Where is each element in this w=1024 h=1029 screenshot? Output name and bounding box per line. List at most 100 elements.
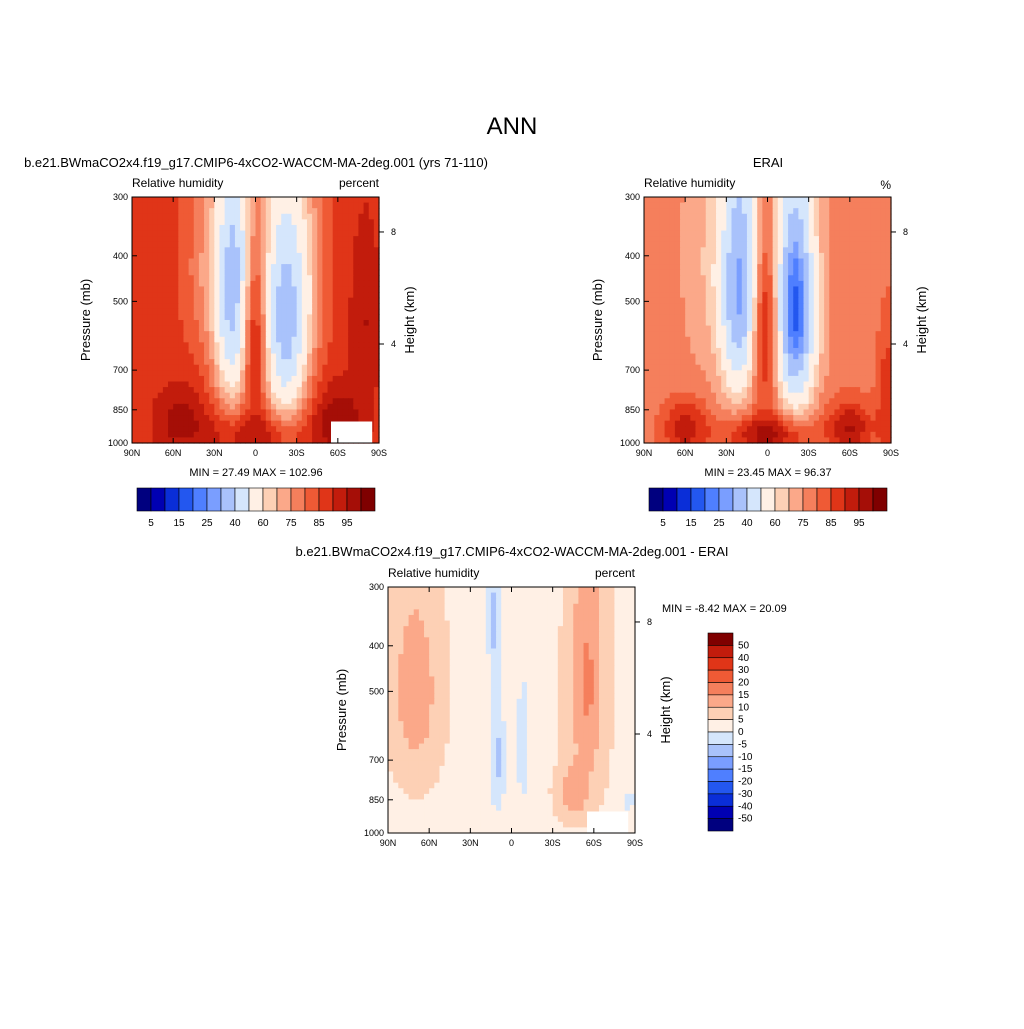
- model-cell: [225, 404, 231, 410]
- obs-cell: [788, 320, 794, 326]
- obs-cell: [690, 320, 696, 326]
- obs-cell: [788, 225, 794, 231]
- obs-cell: [721, 247, 727, 253]
- diff-cell: [506, 593, 512, 599]
- model-cell: [276, 320, 282, 326]
- obs-cell: [814, 421, 820, 427]
- obs-cell: [768, 219, 774, 225]
- model-cell: [219, 337, 225, 343]
- model-cell: [348, 376, 354, 382]
- model-cell: [297, 370, 303, 376]
- model-cell: [302, 409, 308, 415]
- obs-cell: [685, 247, 691, 253]
- model-cell: [163, 342, 169, 348]
- obs-cell: [675, 337, 681, 343]
- obs-cell: [665, 236, 671, 242]
- obs-cell: [675, 270, 681, 276]
- model-cell: [261, 365, 267, 371]
- obs-cell: [706, 208, 712, 214]
- obs-cell: [773, 326, 779, 332]
- obs-cell: [773, 298, 779, 304]
- model-cell: [147, 253, 153, 259]
- obs-cell: [768, 432, 774, 438]
- model-cell: [271, 337, 277, 343]
- diff-cell: [532, 598, 538, 604]
- obs-cell: [752, 270, 758, 276]
- model-cell: [209, 281, 215, 287]
- model-cell: [173, 348, 179, 354]
- obs-cell: [644, 264, 650, 270]
- obs-cell: [721, 342, 727, 348]
- diff-cell: [460, 604, 466, 610]
- model-cell: [348, 398, 354, 404]
- model-cell: [261, 342, 267, 348]
- obs-cell: [690, 314, 696, 320]
- obs-cell: [762, 331, 768, 337]
- model-cell: [276, 370, 282, 376]
- model-cell: [163, 219, 169, 225]
- obs-cell: [731, 337, 737, 343]
- model-cell: [189, 409, 195, 415]
- model-cell: [199, 404, 205, 410]
- obs-cell: [804, 409, 810, 415]
- obs-cell: [680, 208, 686, 214]
- obs-cell: [870, 225, 876, 231]
- obs-cell: [757, 298, 763, 304]
- obs-cell: [752, 370, 758, 376]
- model-cell: [343, 387, 349, 393]
- model-cell: [199, 331, 205, 337]
- obs-cell: [814, 376, 820, 382]
- obs-cell: [773, 404, 779, 410]
- model-cell: [240, 270, 246, 276]
- diff-cell: [573, 626, 579, 632]
- model-cell: [189, 370, 195, 376]
- obs-cell: [876, 409, 882, 415]
- obs-cell: [860, 320, 866, 326]
- model-cell: [209, 382, 215, 388]
- obs-cell: [865, 415, 871, 421]
- obs-cell: [731, 421, 737, 427]
- obs-cell: [721, 409, 727, 415]
- model-cell: [302, 359, 308, 365]
- obs-cell: [881, 348, 887, 354]
- model-cell: [199, 382, 205, 388]
- obs-cell: [870, 359, 876, 365]
- diff-cell: [563, 626, 569, 632]
- obs-cell: [731, 292, 737, 298]
- model-cell: [230, 354, 236, 360]
- obs-cell: [809, 298, 815, 304]
- obs-cell: [716, 203, 722, 209]
- obs-cell: [850, 281, 856, 287]
- model-cell: [194, 303, 200, 309]
- model-cell: [333, 398, 339, 404]
- model-cell: [292, 404, 298, 410]
- obs-cell: [721, 242, 727, 248]
- obs-cell: [773, 432, 779, 438]
- obs-cell: [644, 225, 650, 231]
- model-cell: [353, 382, 359, 388]
- obs-cell: [659, 270, 665, 276]
- model-cell: [297, 348, 303, 354]
- obs-cell: [793, 292, 799, 298]
- model-cell: [219, 314, 225, 320]
- obs-cell: [788, 398, 794, 404]
- model-cell: [132, 242, 138, 248]
- model-cell: [209, 342, 215, 348]
- model-cell: [204, 236, 210, 242]
- diff-cell: [563, 654, 569, 660]
- diff-cell: [445, 587, 451, 593]
- obs-cell: [824, 236, 830, 242]
- diff-cell: [558, 637, 564, 643]
- obs-cell: [855, 309, 861, 315]
- diff-cell: [506, 637, 512, 643]
- model-cell: [204, 203, 210, 209]
- model-cell: [261, 376, 267, 382]
- obs-cell: [752, 208, 758, 214]
- model-cell: [261, 225, 267, 231]
- model-cell: [245, 253, 251, 259]
- obs-cell: [845, 242, 851, 248]
- model-cell: [219, 393, 225, 399]
- model-cell: [358, 387, 364, 393]
- model-cell: [256, 421, 262, 427]
- obs-cell: [860, 208, 866, 214]
